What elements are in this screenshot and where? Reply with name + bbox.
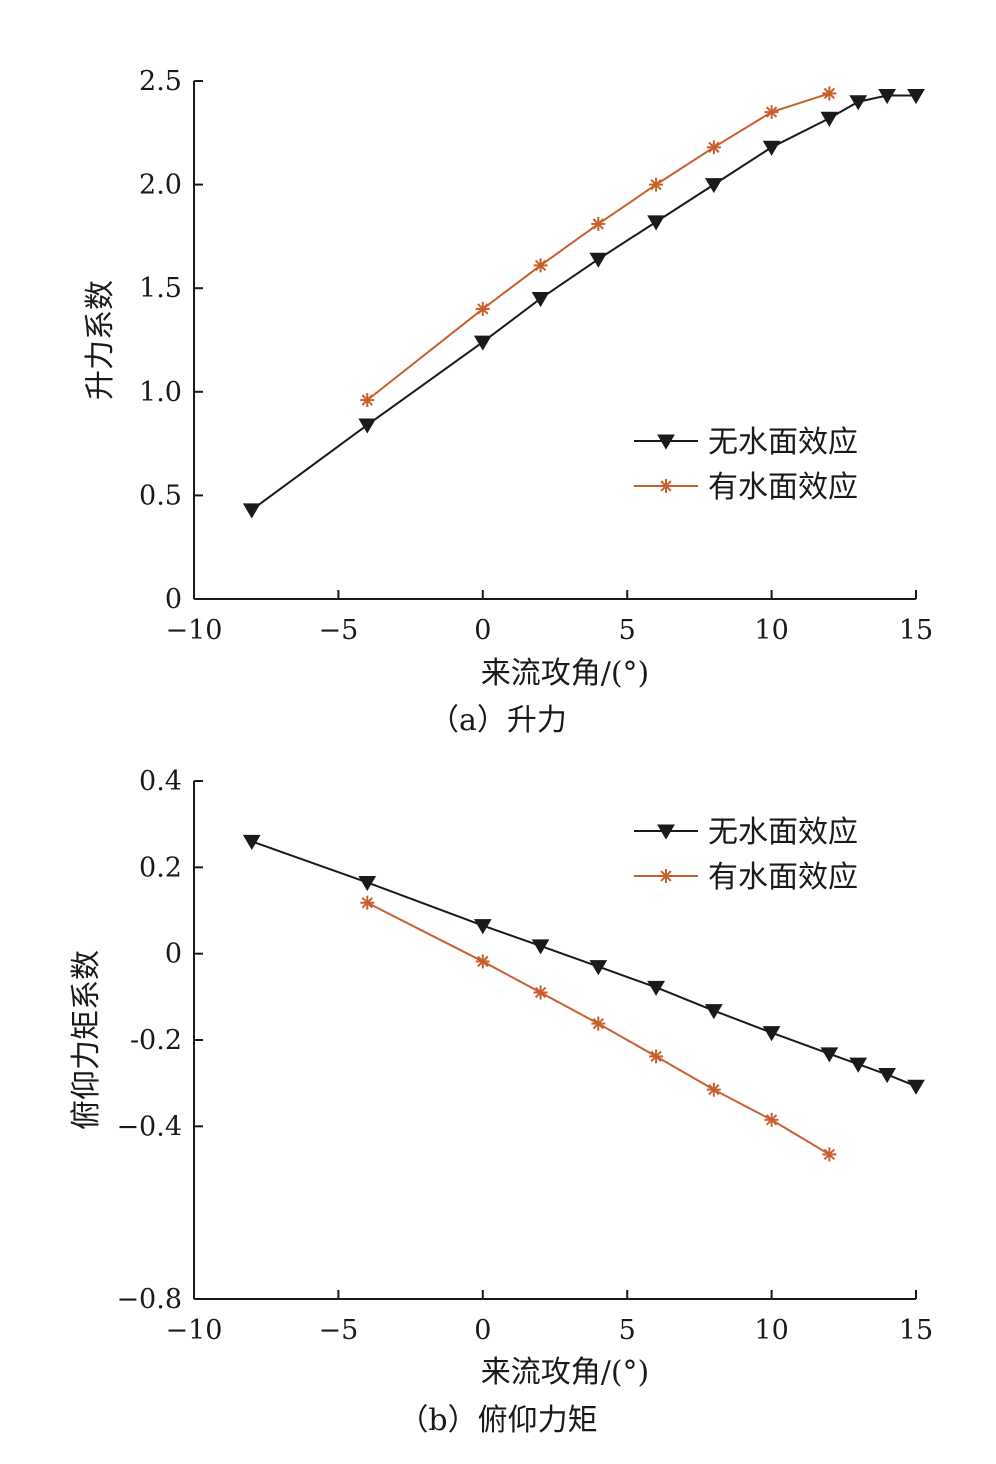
x-tick-label: −5 <box>318 1315 358 1346</box>
data-point <box>591 1016 606 1031</box>
x-tick-label: 15 <box>899 615 933 646</box>
y-tick-label: −0.8 <box>116 1284 182 1315</box>
data-point <box>533 985 548 1000</box>
x-tick-label: 10 <box>754 1315 788 1346</box>
legend-label: 无水面效应 <box>708 815 858 850</box>
y-axis-title: 俯仰力矩系数 <box>69 950 104 1130</box>
x-tick-label: −10 <box>166 615 223 646</box>
data-point <box>762 140 781 156</box>
y-axis-title: 升力系数 <box>83 280 118 400</box>
data-point <box>878 89 896 105</box>
data-point <box>358 418 377 434</box>
data-point <box>533 258 548 273</box>
x-tick-label: −10 <box>166 1315 223 1346</box>
series-line <box>366 901 830 1156</box>
data-point <box>849 95 868 111</box>
y-tick-label: 2.5 <box>139 66 182 97</box>
series-line <box>366 92 830 401</box>
x-tick-label: 0 <box>474 615 491 646</box>
data-point <box>878 1068 896 1084</box>
legend-label: 有水面效应 <box>708 860 858 895</box>
legend-marker <box>659 869 673 883</box>
legend-marker <box>657 434 675 450</box>
x-tick-label: 5 <box>619 1315 636 1346</box>
chart-pitch-moment: −10 −5 0 5 10 15 −0.8 −0.4 -0.2 0 0.2 0.4 来流攻角/(°) 俯仰… <box>69 766 933 1438</box>
data-point <box>589 960 608 976</box>
legend-label: 无水面效应 <box>708 425 858 460</box>
data-point <box>706 1082 721 1097</box>
data-point <box>589 252 608 268</box>
x-tick-label: 15 <box>899 1315 933 1346</box>
x-tick-label: 10 <box>754 615 788 646</box>
data-point <box>242 503 261 519</box>
x-axis-title: 来流攻角/(°) <box>481 1355 650 1390</box>
data-point <box>531 292 550 308</box>
x-tick-label: 0 <box>474 1315 491 1346</box>
data-point <box>822 86 837 101</box>
data-point <box>822 1147 837 1162</box>
data-point <box>907 89 925 105</box>
data-point <box>242 834 261 851</box>
data-point <box>764 105 779 120</box>
data-point <box>647 215 665 231</box>
data-point <box>849 1057 868 1073</box>
y-tick-label: 0 <box>165 939 182 970</box>
legend-marker <box>659 479 673 493</box>
x-tick-label: 5 <box>619 615 636 646</box>
legend-label: 有水面效应 <box>708 470 858 505</box>
data-point <box>820 1047 839 1063</box>
data-point <box>358 875 377 892</box>
data-point <box>647 980 665 996</box>
data-point <box>704 178 723 194</box>
data-point <box>706 140 721 155</box>
data-point <box>764 1112 779 1127</box>
y-tick-label: 0 <box>165 584 182 615</box>
data-point <box>531 939 550 955</box>
data-point <box>475 954 490 969</box>
y-tick-label: 1.0 <box>139 377 182 408</box>
data-point <box>762 1026 781 1042</box>
x-tick-label: −5 <box>318 615 358 646</box>
data-point <box>591 216 606 231</box>
chart-caption: （a）升力 <box>429 703 567 738</box>
data-point <box>704 1004 723 1020</box>
y-tick-label: −0.4 <box>116 1111 182 1142</box>
data-point <box>360 393 375 408</box>
y-tick-label: 0.2 <box>139 852 182 883</box>
x-axis-title: 来流攻角/(°) <box>481 656 650 691</box>
y-tick-label: 1.5 <box>139 273 182 304</box>
chart-caption: （b）俯仰力矩 <box>398 1403 597 1438</box>
data-point <box>649 1049 664 1064</box>
series-line <box>251 840 917 1088</box>
data-point <box>475 301 490 316</box>
data-point <box>473 335 492 351</box>
y-tick-label: 0.4 <box>139 766 182 797</box>
chart-lift: −10 −5 0 5 10 15 0 0.5 1.0 1.5 2.0 2.5 来流攻角/(°) 升力系数 （… <box>83 66 933 738</box>
data-point <box>473 919 492 935</box>
y-tick-label: 2.0 <box>139 170 182 201</box>
data-point <box>649 177 664 192</box>
y-tick-label: 0.5 <box>139 480 182 511</box>
data-point <box>907 1079 925 1095</box>
data-point <box>820 111 839 127</box>
data-point <box>360 895 375 910</box>
y-tick-label: -0.2 <box>130 1025 182 1056</box>
legend-marker <box>657 824 675 840</box>
